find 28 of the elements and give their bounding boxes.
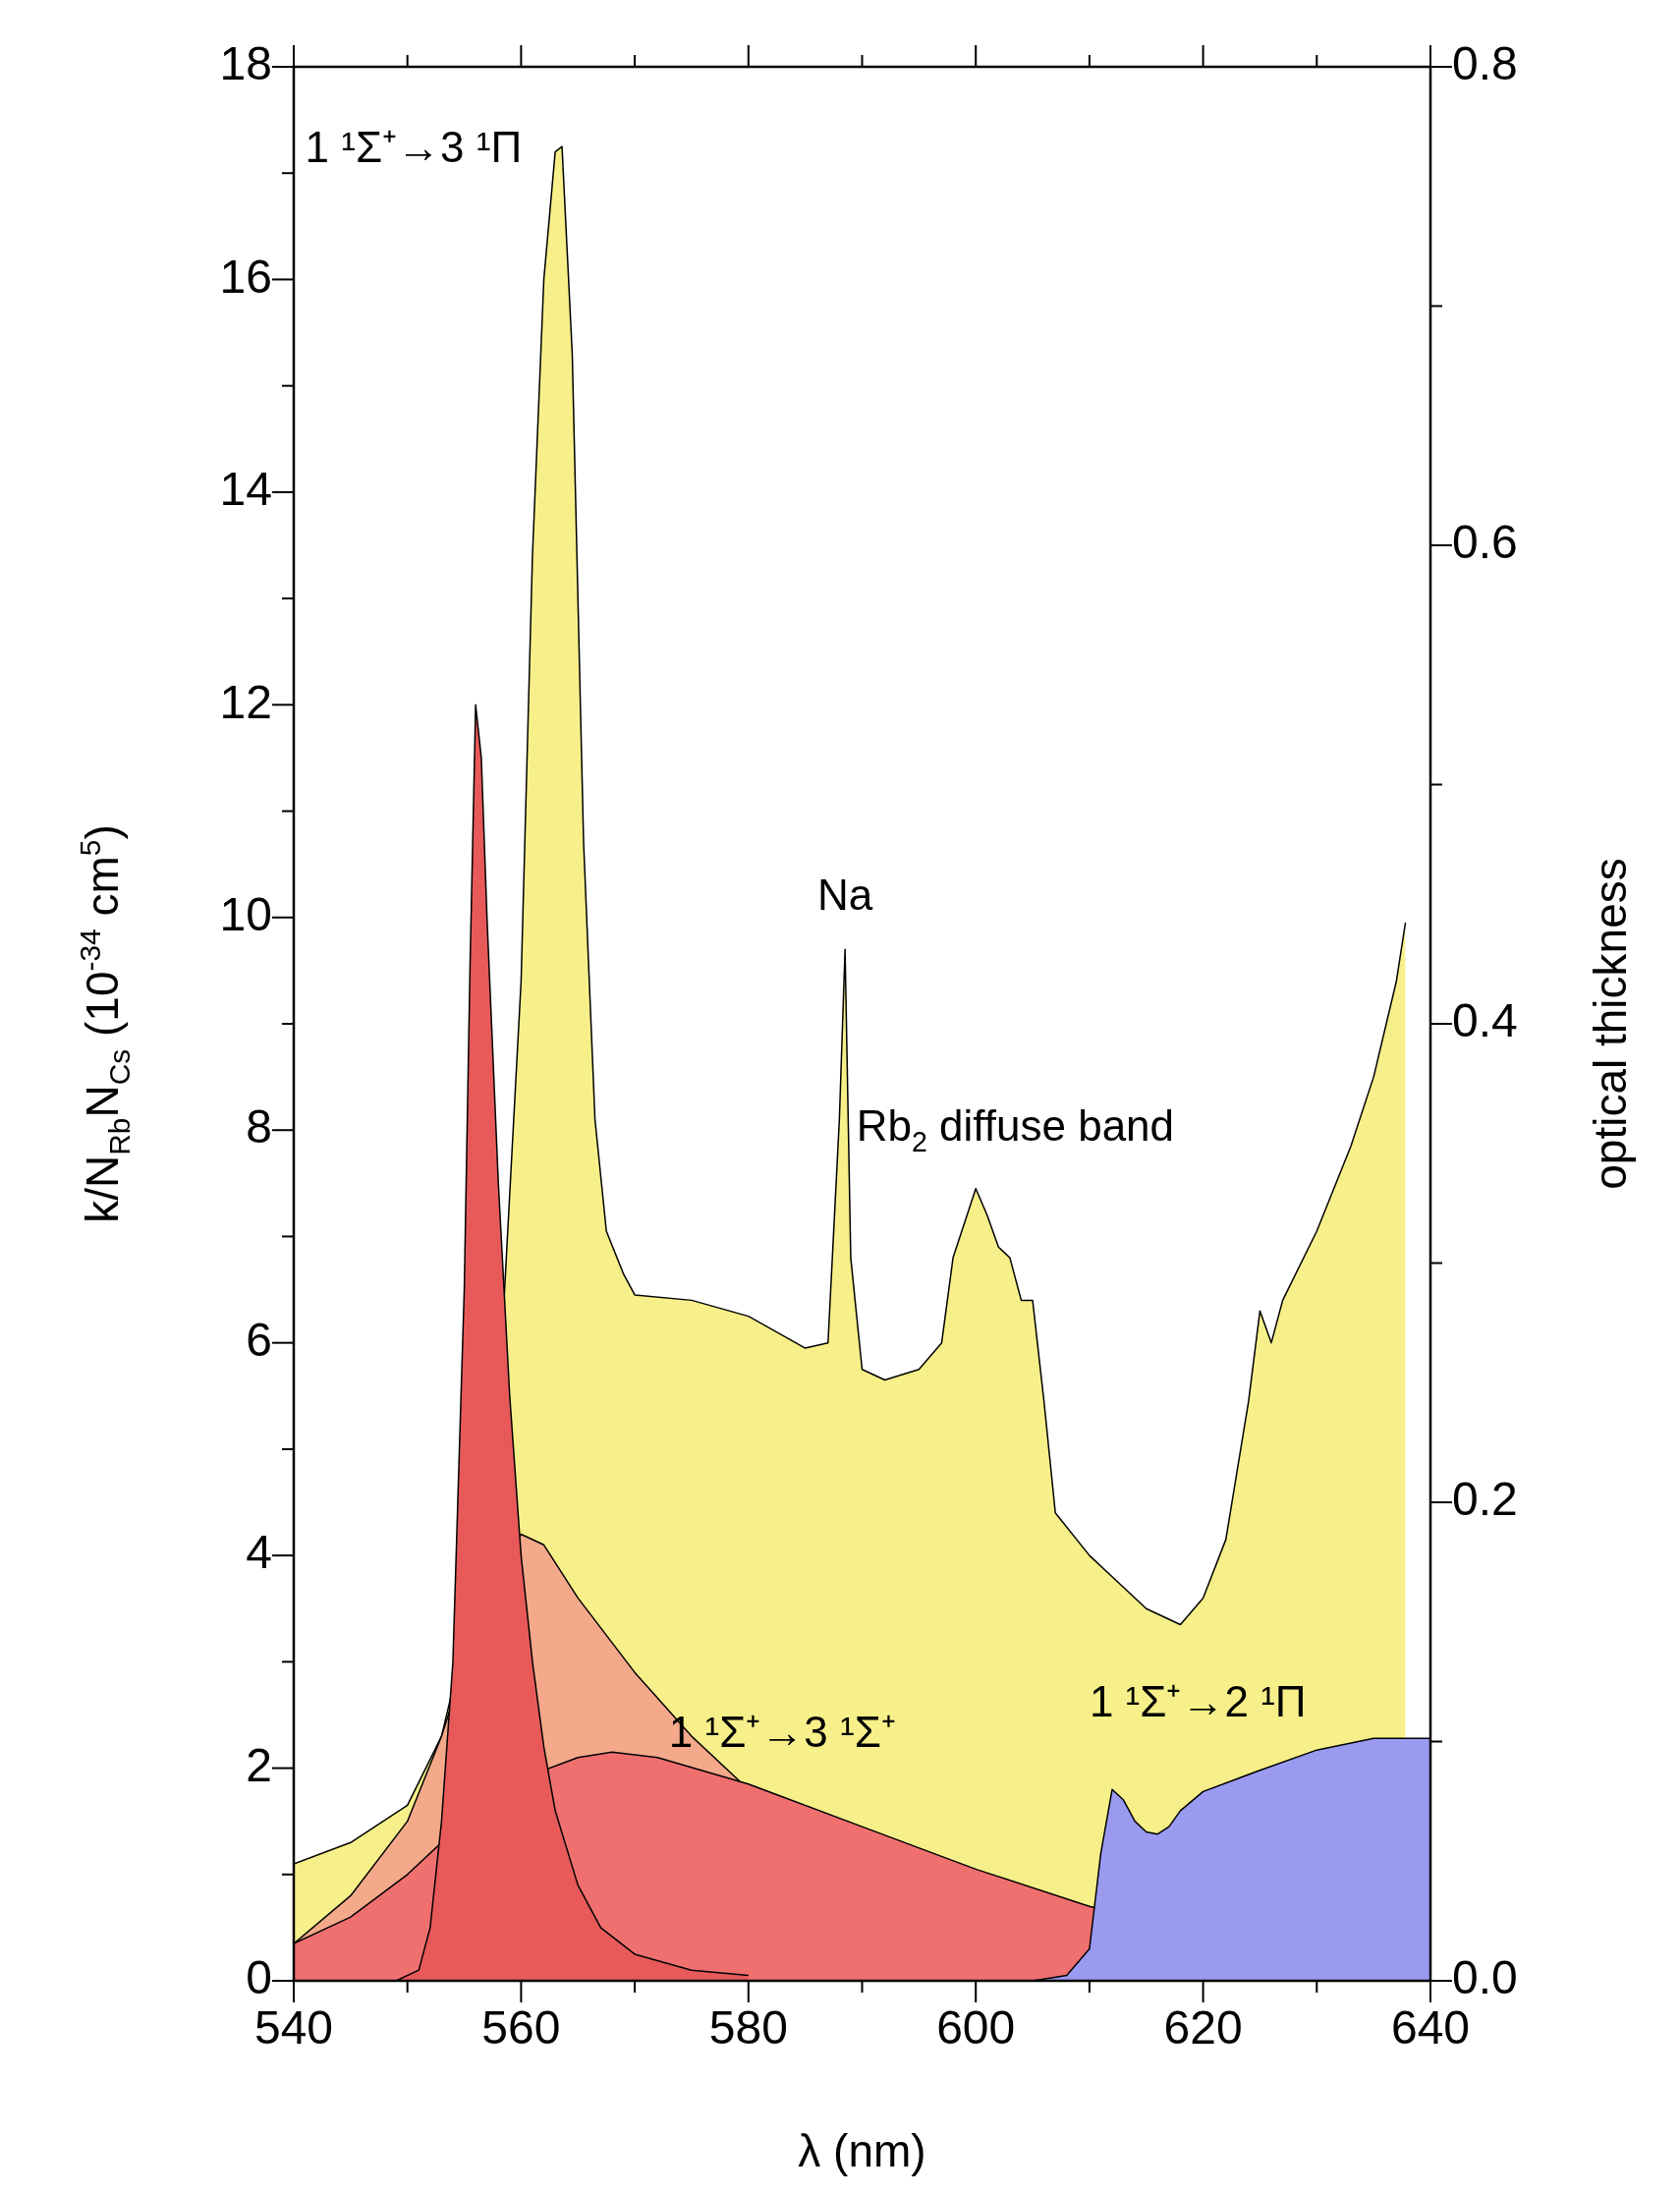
- y2-axis-title: optical thickness: [1585, 858, 1636, 1190]
- x-tick-label: 580: [708, 2001, 788, 2054]
- x-tick-label: 540: [253, 2001, 334, 2054]
- y-tick-label: 12: [219, 675, 272, 728]
- y-tick-label: 0: [246, 1951, 272, 2004]
- y-tick-label: 6: [246, 1313, 272, 1366]
- series-label: 1 ¹Σ⁺→3 ¹Π: [305, 123, 523, 172]
- annotation: Na: [817, 871, 873, 920]
- y-tick-label: 2: [246, 1738, 272, 1791]
- x-axis-title: λ (nm): [798, 2125, 926, 2176]
- y2-tick-label: 0.4: [1452, 994, 1518, 1047]
- x-tick-label: 620: [1163, 2001, 1243, 2054]
- y-tick-label: 18: [219, 37, 272, 90]
- y2-tick-label: 0.6: [1452, 516, 1518, 569]
- y-tick-label: 4: [246, 1526, 272, 1579]
- y2-tick-label: 0.2: [1452, 1473, 1518, 1526]
- text: k/NRbNCs (10-34 cm5): [73, 824, 136, 1223]
- series-label: 1 ¹Σ⁺→3 ¹Σ⁺: [668, 1708, 896, 1757]
- y-tick-label: 10: [219, 888, 272, 941]
- text: 0.0: [1452, 1951, 1518, 2004]
- x-tick-label: 600: [936, 2001, 1016, 2054]
- x-tick-label: 560: [481, 2001, 561, 2054]
- y-tick-label: 14: [219, 463, 272, 516]
- x-tick-label: 640: [1390, 2001, 1471, 2054]
- y-tick-label: 16: [219, 250, 272, 303]
- series-label: 1 ¹Σ⁺→2 ¹Π: [1089, 1677, 1307, 1726]
- y2-tick-label: 0.8: [1452, 37, 1518, 90]
- y-tick-label: 8: [246, 1100, 272, 1154]
